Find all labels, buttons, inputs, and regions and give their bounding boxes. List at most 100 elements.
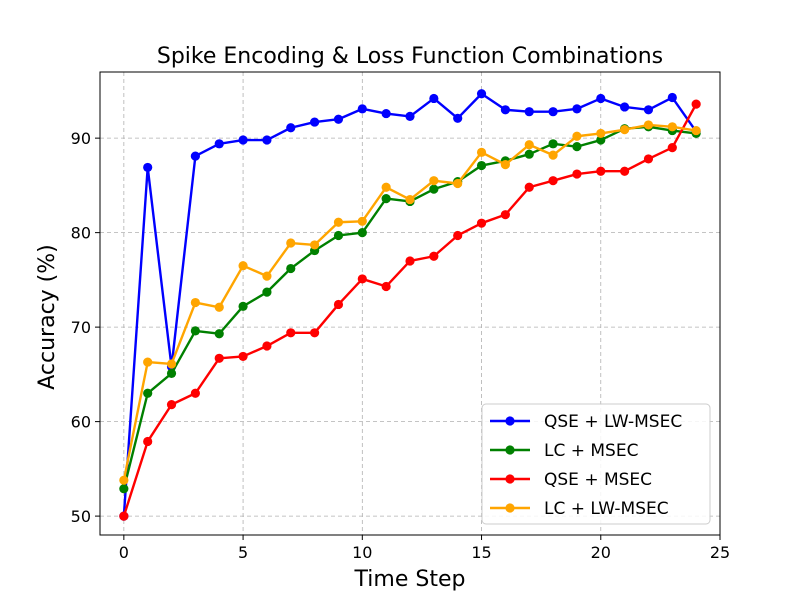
legend: QSE + LW-MSEC LC + MSEC QSE + MSEC LC + LW-… [481,403,711,525]
data-point [572,104,582,114]
data-point [524,149,534,159]
data-point [238,301,248,311]
legend-label: LC + LW-MSEC [544,499,669,519]
series-qse-msec [119,99,701,521]
data-point [333,299,344,310]
data-point [476,218,487,228]
data-point [596,128,606,139]
data-point [405,256,415,266]
x-axis: 0 5 10 15 20 25 [119,535,730,562]
x-tick-label: 5 [238,543,248,562]
data-point [429,176,439,186]
data-point [643,154,654,164]
data-point [214,353,224,363]
data-point [667,92,677,103]
legend-label: LC + MSEC [544,441,638,461]
x-axis-label: Time Step [354,567,466,592]
y-axis-label: Accuracy (%) [35,244,60,390]
data-point [643,120,654,130]
data-point [381,194,391,204]
data-point [166,359,177,369]
data-point [572,169,582,179]
data-point [381,281,391,292]
data-point [286,328,296,338]
data-point [310,240,320,250]
data-point [143,388,153,398]
legend-label: QSE + LW-MSEC [544,412,682,432]
data-point [500,105,510,115]
series-lc-lw-msec [119,120,701,485]
legend-item: LC + LW-MSEC [490,499,669,519]
data-point [214,329,224,339]
data-point [238,351,248,362]
data-point [691,125,701,136]
data-point [405,194,415,205]
data-point [596,93,606,104]
x-tick-label: 15 [471,543,491,562]
data-point [333,230,344,241]
x-tick-label: 10 [352,543,372,562]
data-point [357,274,367,284]
data-point [357,104,367,114]
data-point [524,140,534,150]
data-point [476,89,487,99]
data-point [310,328,320,338]
chart-title: Spike Encoding & Loss Function Combinati… [157,44,663,69]
data-point [429,184,439,194]
legend-marker [505,416,515,426]
data-point [357,216,367,226]
y-axis: 50 60 70 80 90 [71,129,100,526]
data-point [620,102,630,112]
data-point [453,178,463,189]
data-point [596,135,606,145]
data-point [667,142,677,153]
data-point [333,114,344,124]
data-point [166,400,177,410]
x-tick-label: 0 [119,543,129,562]
legend-box [481,403,711,525]
data-point [166,368,177,379]
data-point [357,228,367,238]
data-point [548,176,558,186]
data-point [572,142,582,152]
data-point [429,251,439,261]
legend-marker [505,503,515,513]
data-point [691,99,701,109]
data-point [190,151,200,161]
data-point [286,238,296,248]
data-point [381,108,391,119]
data-point [453,113,463,123]
data-point [214,302,224,312]
data-point [524,107,534,117]
data-point [453,230,463,241]
data-point [143,357,153,367]
data-point [548,150,558,160]
data-point [429,93,439,104]
data-point [238,261,248,271]
data-point [190,388,200,398]
data-point [190,297,200,308]
legend-item: LC + MSEC [490,441,638,461]
y-tick-label: 80 [71,224,91,243]
data-point [143,436,153,447]
x-tick-label: 20 [591,543,611,562]
legend-label: QSE + MSEC [544,470,652,490]
data-point [667,122,677,132]
data-point [286,263,296,274]
data-point [262,341,272,351]
data-point [620,125,630,135]
legend-item: QSE + MSEC [490,470,652,490]
data-point [500,160,510,170]
legend-marker [505,445,515,455]
legend-item: QSE + LW-MSEC [490,412,682,432]
data-point [548,107,558,117]
data-point [524,182,534,192]
data-point [596,166,606,176]
data-point [643,105,654,115]
data-point [262,287,272,297]
data-point [500,210,510,220]
data-point [286,123,296,133]
data-point [119,511,129,521]
series-layer [119,89,701,521]
data-point [548,139,558,149]
